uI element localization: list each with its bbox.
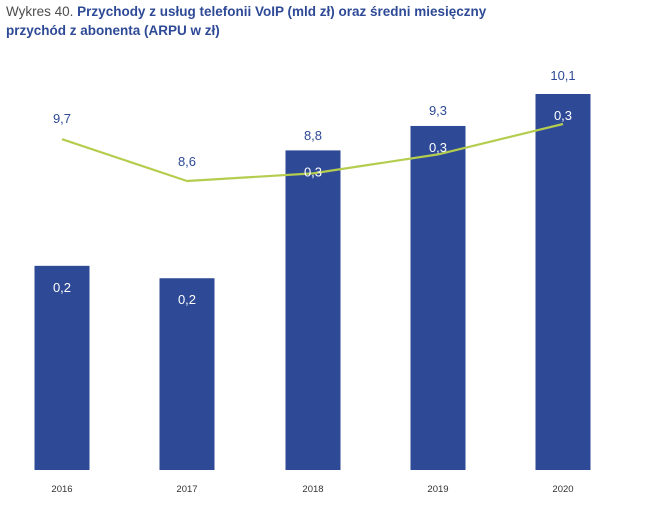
bar-2019 (410, 125, 466, 471)
x-tick-2016: 2016 (51, 484, 72, 495)
bar-label-2019: 0,3 (429, 140, 447, 155)
x-tick-2018: 2018 (302, 484, 323, 495)
bar-label-2020: 0,3 (554, 108, 572, 123)
bar-label-2016: 0,2 (53, 280, 71, 295)
line-label-2019: 9,3 (429, 103, 447, 118)
line-label-2020: 10,1 (550, 68, 575, 83)
chart-title-prefix: Wykres 40. (6, 4, 74, 19)
line-label-2017: 8,6 (178, 154, 196, 169)
x-tick-2017: 2017 (176, 484, 197, 495)
bar-2017 (159, 278, 215, 470)
chart-title-line2: przychód z abonenta (ARPU w zł) (6, 23, 220, 38)
x-tick-2020: 2020 (552, 484, 573, 495)
chart-title-line1: Przychody z usług telefonii VoIP (mld zł… (77, 4, 487, 19)
line-label-2018: 8,8 (304, 128, 322, 143)
line-series (61, 122, 564, 183)
bar-label-2018: 0,3 (304, 164, 322, 179)
bar-2016 (34, 265, 90, 470)
bar-2020 (535, 94, 591, 470)
bar-label-2017: 0,2 (178, 292, 196, 307)
line-label-2016: 9,7 (53, 111, 71, 126)
x-tick-2019: 2019 (427, 484, 448, 495)
bar-2018 (285, 150, 341, 470)
chart-title: Wykres 40. Przychody z usług telefonii V… (6, 2, 646, 40)
